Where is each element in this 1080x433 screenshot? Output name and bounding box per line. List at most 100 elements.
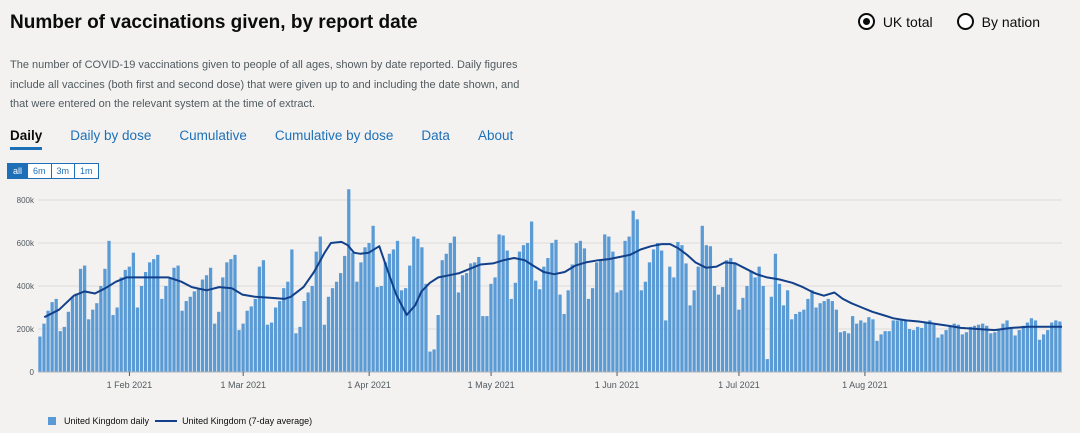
range-all-button[interactable]: all [8, 164, 29, 178]
daily-bar [371, 225, 375, 372]
daily-bar [660, 250, 664, 372]
daily-bar [680, 245, 684, 372]
tab-about[interactable]: About [477, 128, 514, 143]
daily-bar [249, 306, 253, 372]
daily-bar [152, 259, 156, 372]
legend-bar-swatch [48, 417, 56, 425]
uk-total-radio[interactable]: UK total [857, 13, 933, 30]
daily-bar [570, 264, 574, 372]
daily-bar [217, 311, 221, 372]
daily-bar [391, 249, 396, 372]
tab-cumulative-by-dose[interactable]: Cumulative by dose [274, 128, 394, 143]
daily-bar [635, 219, 639, 372]
y-tick-label: 800k [17, 196, 35, 205]
daily-bar [87, 319, 91, 372]
daily-bar [745, 286, 749, 372]
daily-bar [200, 279, 205, 372]
daily-bar [351, 252, 355, 372]
daily-bar [176, 265, 180, 372]
daily-bar [91, 309, 95, 372]
range-3m-button[interactable]: 3m [51, 164, 76, 178]
tab-daily-by-dose[interactable]: Daily by dose [70, 128, 152, 143]
daily-bar [928, 320, 932, 372]
daily-bar [355, 281, 359, 372]
daily-bar [887, 331, 891, 372]
daily-bar [932, 324, 936, 372]
daily-bar [688, 305, 692, 372]
radio-checked-icon[interactable] [857, 13, 875, 30]
daily-bar [1005, 320, 1009, 372]
tab-data[interactable]: Data [421, 128, 450, 143]
daily-bar [924, 322, 928, 372]
daily-bar [107, 240, 111, 372]
average-line [43, 240, 1062, 332]
daily-bar [883, 331, 887, 372]
daily-bar [976, 324, 981, 372]
daily-bar [790, 319, 794, 372]
daily-bar [213, 323, 217, 372]
daily-bar [363, 247, 367, 372]
daily-bar [448, 243, 452, 372]
daily-bar [627, 236, 631, 372]
daily-bar [578, 240, 583, 372]
daily-bar [558, 294, 562, 372]
daily-bar [1021, 325, 1025, 372]
daily-bar [907, 329, 912, 372]
range-1m-button[interactable]: 1m [75, 164, 98, 178]
daily-bar [818, 303, 822, 372]
daily-bar [712, 286, 717, 372]
daily-bar [542, 266, 546, 372]
daily-bar [1041, 334, 1046, 372]
daily-bar [729, 258, 733, 372]
daily-bar [440, 260, 444, 372]
daily-bar [1025, 322, 1029, 372]
daily-bar [696, 266, 700, 372]
daily-bar [188, 296, 192, 372]
time-range-selector: all 6m 3m 1m [7, 163, 99, 179]
tab-daily[interactable]: Daily [10, 128, 43, 150]
daily-bar [867, 317, 871, 372]
daily-bar [432, 349, 436, 372]
daily-bar [700, 225, 704, 372]
daily-bar [103, 268, 107, 372]
daily-bar [806, 298, 810, 372]
daily-bar [733, 262, 737, 372]
daily-bar [757, 266, 761, 372]
legend-daily-label: United Kingdom daily [64, 416, 150, 426]
daily-bar [123, 269, 127, 372]
daily-bar [314, 251, 318, 372]
range-6m-button[interactable]: 6m [28, 164, 52, 178]
tab-cumulative[interactable]: Cumulative [179, 128, 247, 143]
daily-bar [871, 319, 875, 372]
daily-bar [192, 291, 196, 372]
daily-bar [741, 297, 745, 372]
radio-unchecked-icon[interactable] [956, 13, 974, 30]
daily-bar [582, 248, 587, 372]
chart-legend: United Kingdom daily United Kingdom (7-d… [48, 416, 312, 426]
by-nation-radio[interactable]: By nation [956, 13, 1040, 30]
daily-bar [586, 298, 591, 372]
daily-bar [546, 258, 550, 372]
daily-bar [664, 320, 668, 372]
daily-bar [343, 255, 347, 372]
daily-bar [834, 309, 839, 372]
daily-bar [225, 262, 229, 372]
daily-bar [725, 260, 729, 372]
daily-bar [127, 266, 131, 372]
daily-bar [148, 262, 152, 372]
daily-bar [99, 286, 103, 372]
daily-bar [855, 323, 859, 372]
daily-bar [46, 310, 50, 372]
daily-bar [534, 280, 538, 372]
daily-bar [395, 240, 400, 372]
daily-bar [989, 333, 993, 372]
daily-bar [436, 315, 440, 372]
daily-bar [513, 282, 517, 372]
daily-bar [615, 292, 619, 372]
daily-bar [773, 253, 778, 372]
daily-bar [375, 287, 379, 372]
daily-bar [810, 290, 814, 372]
daily-bar [452, 236, 457, 372]
daily-bar [383, 262, 387, 372]
daily-bar [505, 250, 509, 372]
